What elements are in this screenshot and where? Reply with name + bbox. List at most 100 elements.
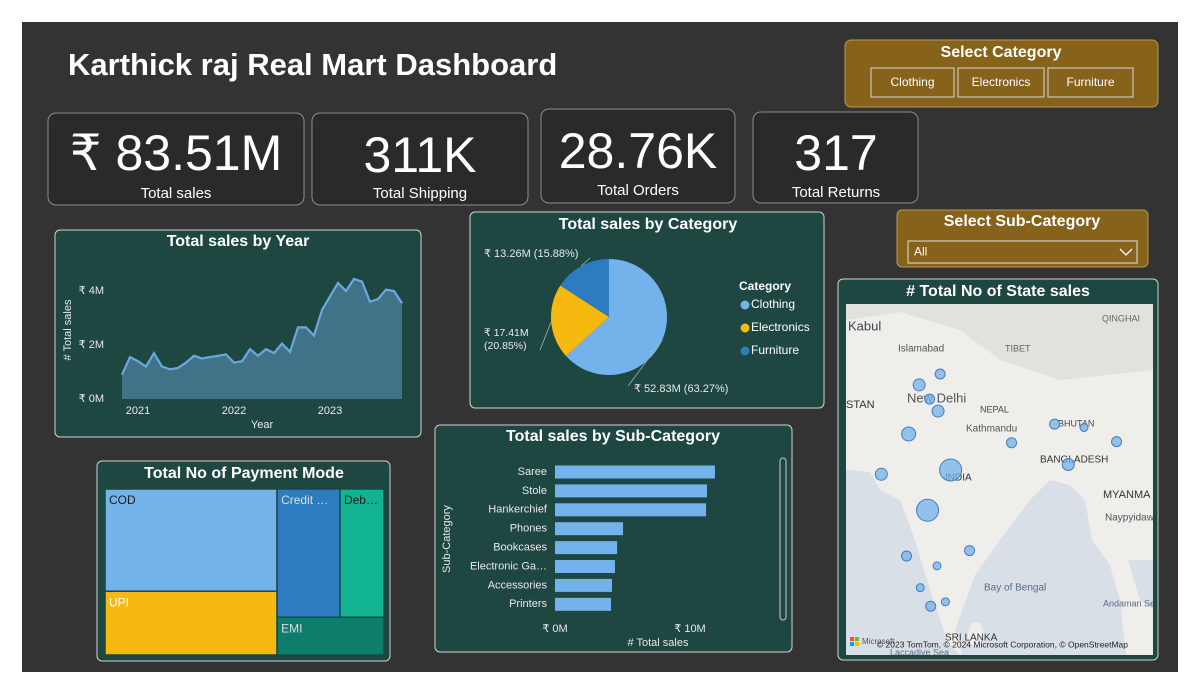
bubble [874,467,888,481]
legend-label: Furniture [751,343,799,357]
bar [555,560,615,573]
bubble [934,368,946,380]
bubble [901,550,913,562]
bubble [924,393,936,405]
dropdown-box[interactable] [907,240,1138,264]
map-label: Islamabad [898,344,944,355]
y-axis-title: Sub-Category [441,505,453,573]
bubble [1111,436,1123,448]
bubble [939,458,963,482]
map-label: New Delhi [907,390,966,405]
slicer-panel [844,39,1159,108]
data-label: ₹ 52.83M (63.27%) [634,383,728,395]
area [122,278,402,399]
map-layer: Kabul Islamabad QINGHAI TIBET STAN New Delhi N… [846,313,1160,657]
map-label: QINGHAI [1102,313,1140,323]
bar [555,522,624,536]
kpi-value: 311K [363,127,476,183]
leader-line [627,340,663,387]
card-box [752,111,919,204]
tile-label: Deb… [344,493,378,507]
leader-line [539,321,552,351]
y-tick-label: Bookcases [493,542,547,554]
x-axis-title: # Total sales [628,637,689,649]
legend-swatch [740,323,750,333]
line [120,277,403,376]
treemap-tile [104,590,278,656]
map-label: SRI LANKA [945,633,998,644]
tile-label: Credit … [281,493,328,507]
bubble [932,561,942,571]
card-box [311,112,529,206]
logo-square [850,642,854,646]
dropdown-chevron[interactable] [1119,248,1133,256]
subcategory-slicer: Select Sub-Category All [896,209,1149,268]
bar [555,578,612,592]
map-logo [850,637,859,646]
bar [555,484,708,498]
map-label: NEPAL [980,404,1009,414]
map-label: Naypyidaw [1105,513,1155,524]
option-label[interactable]: Electronics [972,75,1031,89]
panel [54,229,422,438]
logo-square [850,637,854,641]
kpi-card: 28.76K Total Orders [540,108,736,204]
legend-title: Category [739,279,791,293]
data-label: ₹ 13.26M (15.88%) [484,248,578,260]
kpi-card: 311K Total Shipping [311,112,529,206]
option-box[interactable] [957,67,1045,98]
map-label: Andaman Sea [1103,598,1160,608]
treemap-tile [339,488,385,619]
bubble [931,404,945,418]
tile-label: UPI [109,595,129,609]
legend-label: Electronics [751,320,810,334]
option-box[interactable] [870,67,955,98]
map-label: Laccadive Sea [890,647,949,657]
tile-label: COD [109,493,136,507]
dropdown[interactable]: All [907,240,1138,264]
map-island [968,622,984,646]
legend-label: Clothing [751,297,795,311]
pie-slice [566,259,667,375]
panel [434,424,793,653]
bar [555,541,618,555]
map-label: STAN [846,399,875,411]
bubble [916,498,940,522]
bubble [964,545,976,557]
tile-label: EMI [281,621,302,635]
map-label: TIBET [1005,343,1031,353]
category-slicer: Select Category Clothing Electronics Fur… [844,39,1159,108]
y-tick-label: Stole [522,485,547,497]
map-mountains [846,304,1153,380]
slicer-option[interactable]: Furniture [1047,67,1134,98]
kpi-label: Total sales [141,185,212,202]
option-label[interactable]: Clothing [890,75,934,89]
logo-square [855,642,859,646]
bubble [925,600,937,612]
data-label-box: ₹ 17.41M (20.85%) [484,327,529,352]
option-box[interactable] [1047,67,1134,98]
x-tick-label: ₹ 0M [542,623,567,635]
slicer-panel [896,209,1149,268]
x-tick-label: 2023 [318,405,342,417]
treemap-tile [276,488,341,619]
dropdown-value[interactable]: All [914,245,927,259]
kpi-value: 317 [794,125,877,181]
slicer-option[interactable]: Clothing [870,67,955,98]
kpi-value: ₹ 83.51M [70,125,282,181]
bubble [1049,418,1061,430]
option-label[interactable]: Furniture [1066,75,1114,89]
kpi-label: Total Shipping [373,185,467,202]
bar [555,597,612,611]
bubble [1006,437,1018,449]
slicer-option[interactable]: Electronics [957,67,1045,98]
logo-square [855,637,859,641]
chart-title: Total sales by Year [167,233,310,250]
x-axis-title: Year [251,419,274,431]
map-label: Kabul [848,318,881,333]
scrollbar[interactable] [779,457,787,621]
y-tick-label: Phones [510,523,548,535]
x-tick-label: 2022 [222,405,246,417]
bubble [901,426,917,442]
